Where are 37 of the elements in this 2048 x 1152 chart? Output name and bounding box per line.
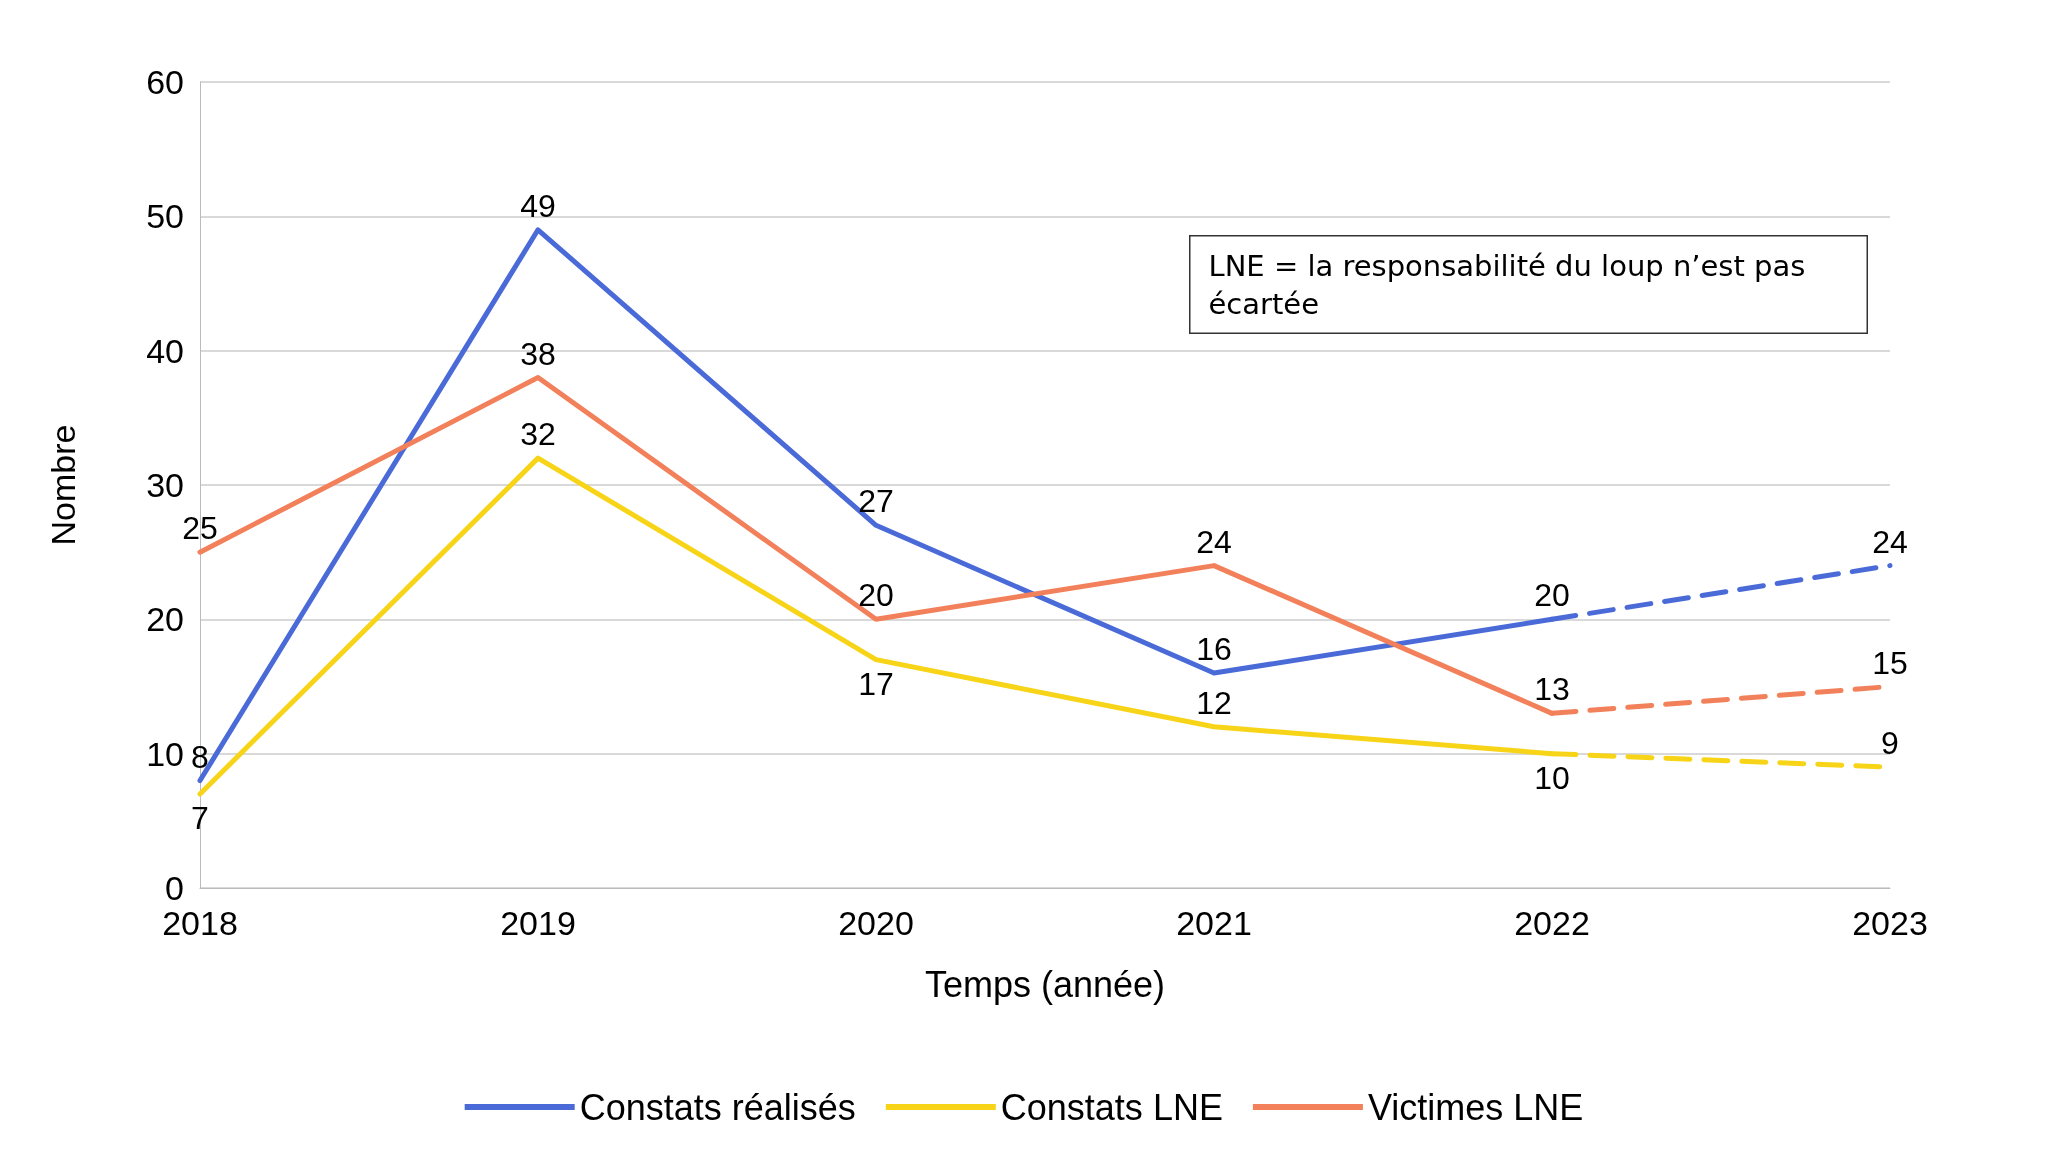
data-label: 20 <box>1534 577 1570 614</box>
data-label: 32 <box>520 416 556 453</box>
y-tick-label: 40 <box>146 331 184 370</box>
x-tick-label: 2023 <box>1852 904 1928 942</box>
x-tick-label: 2019 <box>500 904 576 942</box>
data-label: 8 <box>191 738 209 775</box>
y-tick-label: 50 <box>146 197 184 236</box>
y-axis-title: Nombre <box>44 424 82 546</box>
data-label: 15 <box>1872 644 1908 681</box>
y-tick-label: 60 <box>146 63 184 101</box>
data-label: 38 <box>520 335 556 372</box>
x-tick-label: 2020 <box>838 904 914 942</box>
data-label: 49 <box>520 187 556 224</box>
data-label: 24 <box>1872 523 1908 560</box>
legend-label: Constats réalisés <box>579 1086 856 1128</box>
data-label: 25 <box>182 510 218 547</box>
y-tick-label: 30 <box>146 466 184 504</box>
x-tick-label: 2021 <box>1176 904 1252 942</box>
y-tick-label: 0 <box>165 869 184 907</box>
data-label: 17 <box>858 665 894 702</box>
data-label: 9 <box>1881 725 1899 762</box>
data-label: 10 <box>1534 759 1570 796</box>
data-label: 27 <box>858 483 894 520</box>
data-label: 13 <box>1534 671 1570 708</box>
data-label: 16 <box>1196 631 1232 668</box>
data-label: 7 <box>191 799 209 836</box>
data-label: 24 <box>1196 523 1232 560</box>
data-label: 12 <box>1196 684 1232 721</box>
data-label: 20 <box>858 577 894 614</box>
annotation: LNE = la responsabilité du loup n’est pas écartée <box>1208 248 1815 321</box>
x-tick-label: 2018 <box>162 904 238 942</box>
x-tick-label: 2022 <box>1514 904 1590 942</box>
y-tick-label: 10 <box>146 734 184 773</box>
legend-label: Victimes LNE <box>1367 1086 1584 1128</box>
y-tick-label: 20 <box>146 600 184 639</box>
legend-label: Constats LNE <box>1000 1086 1223 1128</box>
x-axis-title: Temps (année) <box>924 963 1166 1005</box>
